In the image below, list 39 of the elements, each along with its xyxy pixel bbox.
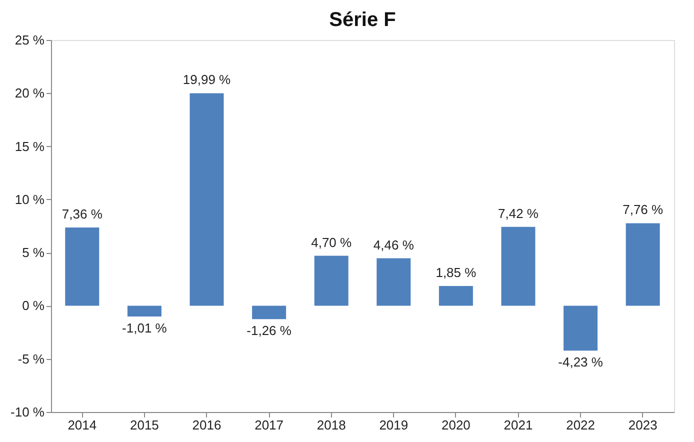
y-tick-label: 0 %: [22, 298, 45, 314]
data-label: -1,01 %: [122, 320, 168, 336]
bar: [252, 306, 286, 320]
y-tick-label: -10 %: [10, 404, 45, 420]
chart-title: Série F: [329, 9, 396, 31]
data-label: -4,23 %: [558, 354, 604, 370]
bar: [376, 258, 411, 306]
x-tick-label: 2015: [130, 418, 159, 432]
x-tick-label: 2023: [628, 418, 658, 432]
y-tick-label: 15 %: [14, 138, 45, 154]
data-label: 7,36 %: [62, 206, 103, 222]
bar: [438, 286, 473, 306]
x-tick-label: 2020: [441, 418, 470, 432]
data-label: 1,85 %: [436, 265, 477, 280]
data-label: 7,42 %: [498, 206, 539, 221]
x-tick-label: 2022: [566, 418, 596, 432]
data-label: 4,46 %: [373, 237, 414, 252]
x-tick-label: 2016: [192, 418, 222, 432]
data-label: 19,99 %: [182, 72, 232, 88]
y-tick-label: 20 %: [14, 86, 45, 101]
y-tick-label: 10 %: [14, 192, 45, 207]
x-tick-label: 2014: [68, 418, 97, 432]
bar: [65, 227, 100, 306]
bar: [314, 256, 348, 306]
data-label: 7,76 %: [622, 202, 664, 218]
x-tick-label: 2021: [504, 418, 533, 432]
data-label: 4,70 %: [311, 234, 352, 250]
bar: [190, 93, 224, 306]
bar: [501, 226, 536, 306]
y-tick-label: 25 %: [14, 32, 45, 48]
x-tick-label: 2017: [254, 418, 284, 432]
bar: [564, 306, 598, 351]
x-tick-label: 2019: [379, 418, 408, 432]
y-tick-label: -5 %: [18, 351, 45, 366]
x-tick-label: 2018: [316, 418, 346, 432]
bar: [626, 223, 660, 306]
bar: [127, 306, 162, 316]
data-label: -1,26 %: [246, 323, 292, 338]
y-tick-label: 5 %: [22, 245, 45, 260]
